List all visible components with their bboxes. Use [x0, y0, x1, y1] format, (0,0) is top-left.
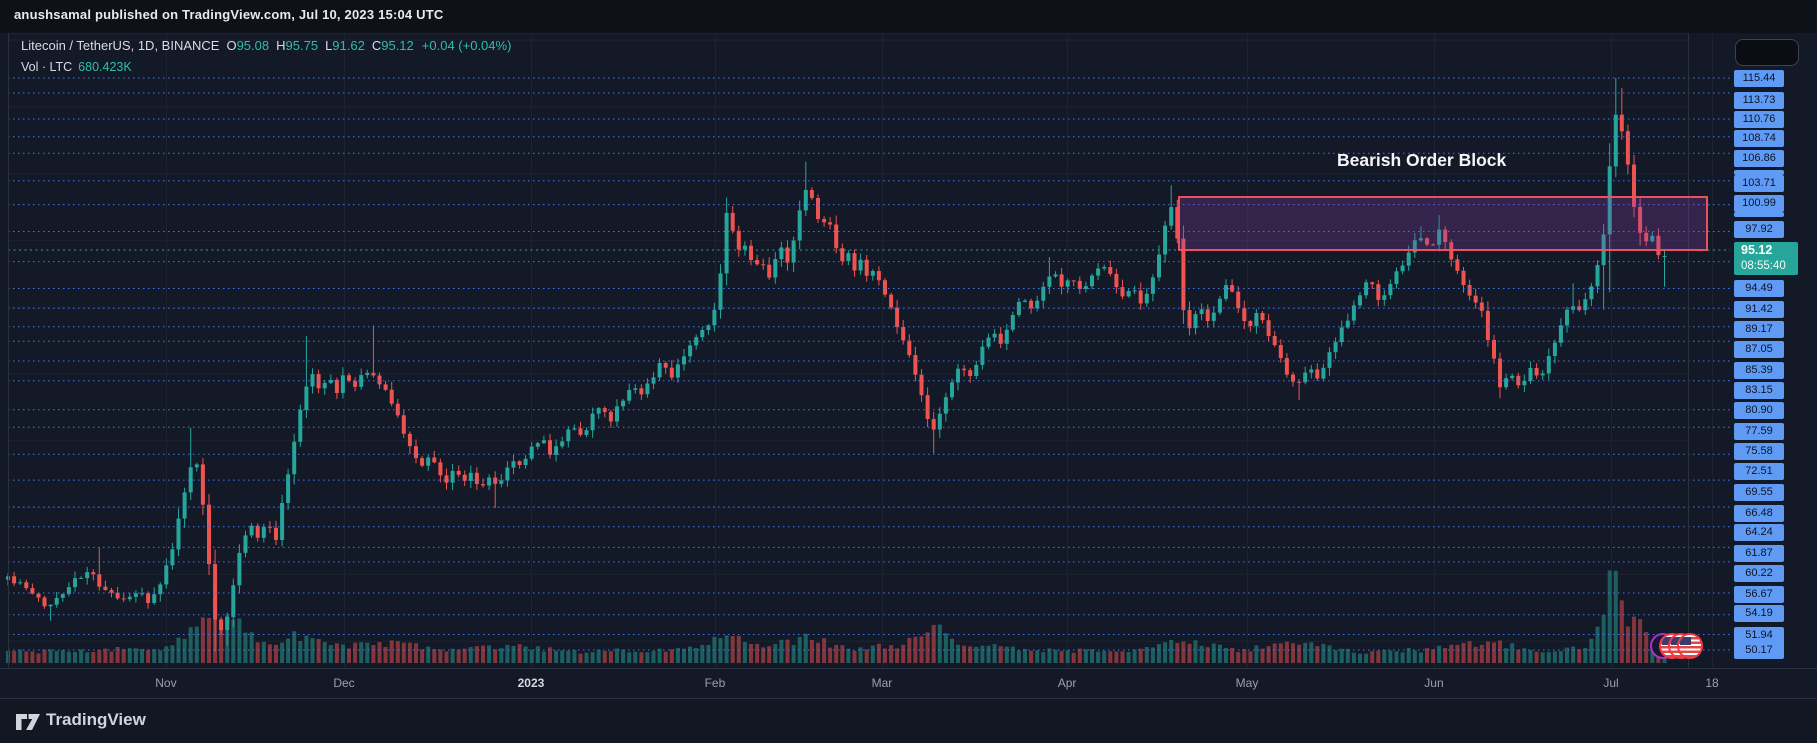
- clipped-price-label: [1734, 212, 1784, 217]
- time-axis-tick: Jun: [1424, 676, 1444, 690]
- publish-banner: anushsamal published on TradingView.com,…: [14, 7, 444, 22]
- time-axis-tick: May: [1235, 676, 1259, 690]
- price-axis-label: 87.05: [1734, 341, 1784, 358]
- price-axis-label: 113.73: [1734, 92, 1784, 109]
- price-axis-label: 75.58: [1734, 443, 1784, 460]
- economic-events-cluster[interactable]: [1650, 633, 1703, 659]
- ohlc-letter: L: [325, 38, 333, 53]
- time-axis-tick: 2023: [517, 676, 545, 690]
- clipped-price-label: [1734, 170, 1784, 175]
- volume-value: 680.423K: [78, 60, 132, 74]
- price-axis-label: 100.99: [1734, 195, 1784, 212]
- time-axis-tick: Feb: [704, 676, 726, 690]
- order-block-annotation: Bearish Order Block: [1337, 150, 1507, 170]
- price-axis-label: 56.67: [1734, 586, 1784, 603]
- footer-bar: TradingView: [0, 698, 1817, 743]
- ohlc-letter: H: [276, 38, 286, 53]
- price-axis-label: 97.92: [1734, 221, 1784, 238]
- price-axis-label: 77.59: [1734, 423, 1784, 440]
- candlestick-plot[interactable]: [0, 33, 1817, 668]
- volume-legend[interactable]: Vol · LTC 680.423K: [21, 60, 132, 74]
- price-axis-label: 64.24: [1734, 524, 1784, 541]
- price-axis-label: 50.17: [1734, 642, 1784, 659]
- volume-label: Vol · LTC: [21, 60, 73, 74]
- ohlc-value: 95.75: [285, 38, 319, 53]
- chart-logo-pill[interactable]: [1735, 39, 1799, 66]
- price-axis-label: 80.90: [1734, 402, 1784, 419]
- price-axis-label: 61.87: [1734, 545, 1784, 562]
- current-price-value: 95.12: [1741, 243, 1773, 257]
- price-axis-label: 60.22: [1734, 565, 1784, 582]
- ohlc-letter: C: [371, 38, 382, 53]
- change-value: +0.04 (+0.04%): [421, 38, 512, 53]
- price-axis-label: 106.86: [1734, 150, 1784, 167]
- price-axis-label: 103.71: [1734, 175, 1784, 192]
- price-axis-label: 66.48: [1734, 505, 1784, 522]
- ohlc-value: 95.12: [381, 38, 414, 53]
- price-axis-label: 94.49: [1734, 280, 1784, 297]
- price-axis-label: 72.51: [1734, 463, 1784, 480]
- price-axis-label: 54.19: [1734, 605, 1784, 622]
- price-axis-label: 110.76: [1734, 111, 1784, 128]
- time-axis-tick: Jul: [1603, 676, 1619, 690]
- bar-countdown: 08:55:40: [1741, 260, 1786, 272]
- price-axis-label: 115.44: [1734, 70, 1784, 87]
- time-axis[interactable]: Nov Dec 2023 Feb Mar Apr May Jun Jul 18: [0, 668, 1817, 698]
- price-axis-label: 69.55: [1734, 484, 1784, 501]
- time-axis-tick: Mar: [871, 676, 893, 690]
- price-axis-label: 51.94: [1734, 627, 1784, 644]
- price-axis-label: 108.74: [1734, 130, 1784, 147]
- time-axis-tick: Nov: [155, 676, 177, 690]
- tradingview-logo-icon[interactable]: [15, 711, 41, 733]
- ohlc-value: 95.08: [236, 38, 270, 53]
- symbol-legend[interactable]: Litecoin / TetherUS, 1D, BINANCE O95.08 H9…: [21, 38, 511, 53]
- ohlc-letter: O: [226, 38, 237, 53]
- us-flag-event-icon[interactable]: [1677, 633, 1703, 659]
- tradingview-brand[interactable]: TradingView: [46, 710, 146, 729]
- symbol-title: Litecoin / TetherUS, 1D, BINANCE: [21, 38, 220, 53]
- price-axis-label: 89.17: [1734, 321, 1784, 338]
- time-axis-tick: Dec: [333, 676, 355, 690]
- current-price-label: 95.12 08:55:40: [1734, 242, 1798, 275]
- ohlc-value: 91.62: [332, 38, 365, 53]
- price-axis-label: 83.15: [1734, 382, 1784, 399]
- time-axis-tick: 18: [1705, 676, 1719, 690]
- price-axis-label: 91.42: [1734, 301, 1784, 318]
- price-axis-label: 85.39: [1734, 362, 1784, 379]
- bearish-order-block-zone[interactable]: [1177, 196, 1708, 251]
- chart-area[interactable]: Bearish Order Block Litecoin / TetherUS,…: [0, 33, 1817, 668]
- time-axis-tick: Apr: [1057, 676, 1077, 690]
